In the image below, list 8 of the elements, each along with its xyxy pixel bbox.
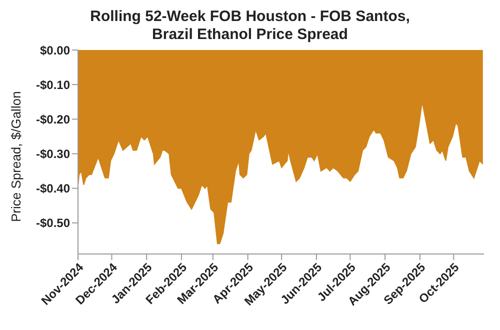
chart-title: Rolling 52-Week FOB Houston - FOB Santos, Brazil Ethanol Price Spread [89,8,411,44]
y-tick-label: -$0.30 [36,146,70,161]
y-tick-label: -$0.50 [36,216,70,230]
y-axis-title: Price Spread, $/Gallon [8,91,24,222]
y-tick-label: -$0.10 [36,78,70,92]
y-tick-label: -$0.20 [36,112,70,126]
y-tick-label: -$0.40 [36,182,70,196]
y-tick-label: $0.00 [40,43,70,58]
